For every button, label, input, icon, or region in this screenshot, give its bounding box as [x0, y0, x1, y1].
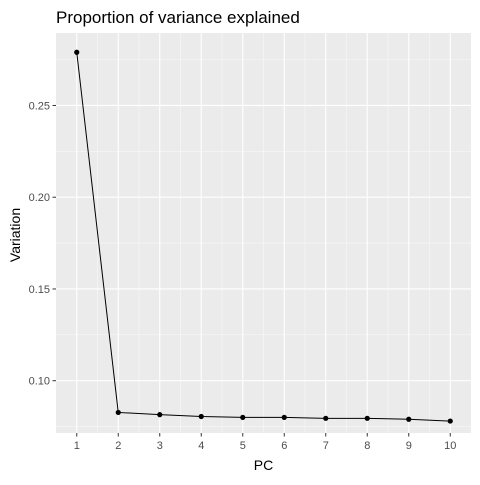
data-point-pc1	[74, 50, 79, 55]
x-tick-label: 8	[364, 440, 370, 452]
x-tick-label: 10	[444, 440, 456, 452]
y-tick-label: 0.15	[29, 284, 50, 296]
y-tick-label: 0.25	[29, 100, 50, 112]
data-point-pc6	[282, 415, 287, 420]
x-tick-label: 4	[198, 440, 204, 452]
data-point-pc3	[157, 412, 162, 417]
y-tick-label: 0.10	[29, 376, 50, 388]
x-tick-label: 7	[323, 440, 329, 452]
y-axis-title: Variation	[7, 208, 23, 262]
x-tick-label: 3	[157, 440, 163, 452]
data-point-pc9	[406, 417, 411, 422]
data-point-pc7	[323, 416, 328, 421]
x-tick-label: 1	[74, 440, 80, 452]
data-point-pc2	[116, 410, 121, 415]
y-axis-ticks: 0.10 0.15 0.20 0.25	[29, 100, 56, 387]
x-axis-ticks: 1 2 3 4 5 6 7 8 9 10	[74, 433, 457, 452]
x-tick-label: 5	[240, 440, 246, 452]
x-tick-label: 6	[281, 440, 287, 452]
x-axis-title: PC	[254, 457, 273, 473]
chart-title: Proportion of variance explained	[56, 8, 300, 27]
data-point-pc10	[448, 418, 453, 423]
x-tick-label: 9	[406, 440, 412, 452]
data-point-pc5	[240, 415, 245, 420]
data-point-pc4	[199, 414, 204, 419]
data-point-pc8	[365, 416, 370, 421]
x-tick-label: 2	[115, 440, 121, 452]
y-tick-label: 0.20	[29, 192, 50, 204]
